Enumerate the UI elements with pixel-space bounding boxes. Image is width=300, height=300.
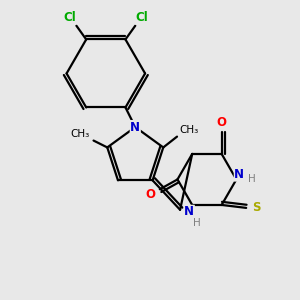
Text: Cl: Cl: [63, 11, 76, 24]
Text: H: H: [193, 218, 201, 228]
Text: Cl: Cl: [136, 11, 148, 24]
Text: O: O: [217, 116, 226, 129]
Text: CH₃: CH₃: [179, 125, 198, 135]
Text: S: S: [252, 201, 260, 214]
Text: O: O: [145, 188, 155, 201]
Text: N: N: [130, 121, 140, 134]
Text: N: N: [184, 205, 194, 218]
Text: N: N: [234, 168, 244, 181]
Text: H: H: [248, 174, 256, 184]
Text: CH₃: CH₃: [70, 129, 89, 139]
